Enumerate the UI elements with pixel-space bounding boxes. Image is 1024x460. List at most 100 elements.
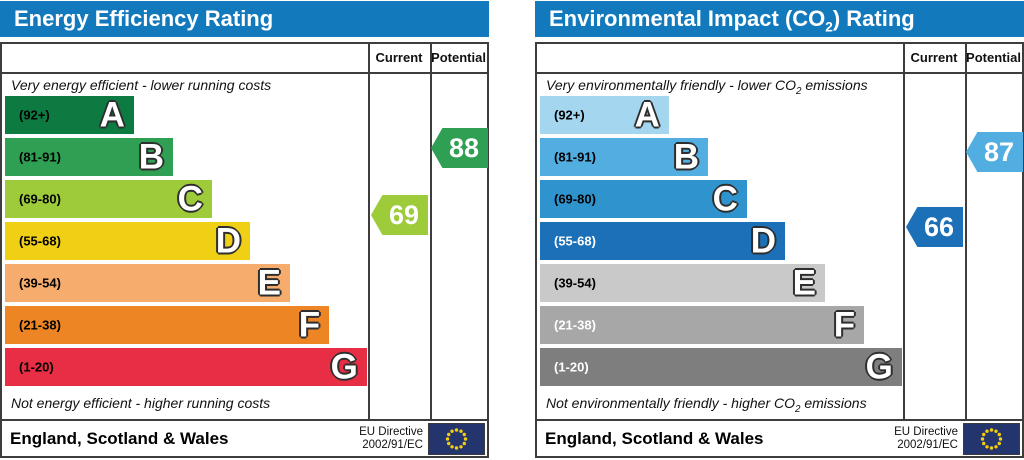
bottom-caption: Not energy efficient - higher running co… bbox=[11, 392, 270, 421]
band-range-label: (1-20) bbox=[19, 359, 54, 375]
band-row-d: (55-68) D bbox=[5, 222, 368, 260]
column-divider bbox=[430, 44, 432, 419]
band-range-label: (69-80) bbox=[19, 191, 61, 207]
band-letter: C bbox=[177, 179, 203, 219]
rating-table: Current Potential Very energy efficient … bbox=[0, 42, 489, 458]
band-range-label: (55-68) bbox=[19, 233, 61, 249]
top-caption-subscript: 2 bbox=[796, 85, 802, 97]
band-letter: D bbox=[750, 221, 777, 261]
rating-table: Current Potential Very environmentally f… bbox=[535, 42, 1024, 458]
eu-directive-line1: EU Directive bbox=[894, 425, 958, 438]
band-letter: B bbox=[673, 137, 700, 177]
band-bar-a: (92+) A bbox=[540, 96, 669, 134]
table-footer: England, Scotland & Wales EU Directive 2… bbox=[537, 419, 1022, 456]
band-bar-f: (21-38) F bbox=[540, 306, 865, 344]
top-caption: Very energy efficient - lower running co… bbox=[11, 74, 271, 103]
eu-directive-line2: 2002/91/EC bbox=[897, 438, 958, 451]
bottom-caption-suffix: emissions bbox=[800, 395, 867, 411]
potential-rating-marker: 87 bbox=[966, 132, 1023, 172]
chart-title-subscript: 2 bbox=[825, 19, 833, 35]
column-divider bbox=[903, 44, 905, 419]
bottom-caption-subscript: 2 bbox=[795, 403, 801, 415]
eu-flag-icon bbox=[963, 422, 1020, 455]
chart-title-bar: Environmental Impact (CO2) Rating bbox=[535, 1, 1024, 37]
band-row-f: (21-38) F bbox=[5, 306, 368, 344]
band-range-label: (1-20) bbox=[554, 359, 589, 375]
band-range-label: (39-54) bbox=[19, 275, 61, 291]
eu-directive-label: EU Directive 2002/91/EC bbox=[359, 426, 423, 452]
column-header-current: Current bbox=[910, 50, 958, 65]
band-range-label: (81-91) bbox=[554, 149, 596, 165]
band-row-c: (69-80) C bbox=[5, 180, 368, 218]
potential-rating-value: 88 bbox=[448, 132, 480, 163]
band-range-label: (39-54) bbox=[554, 275, 596, 291]
current-rating-marker: 69 bbox=[371, 195, 428, 235]
environmental-impact-chart: Environmental Impact (CO2) Rating Curren… bbox=[535, 0, 1024, 459]
band-range-label: (81-91) bbox=[19, 149, 61, 165]
band-bar-b: (81-91) B bbox=[5, 137, 174, 177]
band-bar-g: (1-20) G bbox=[540, 348, 902, 386]
band-range-label: (92+) bbox=[554, 107, 585, 123]
band-range-label: (21-38) bbox=[554, 317, 596, 333]
band-row-g: (1-20) G bbox=[5, 348, 368, 386]
band-letter: B bbox=[138, 137, 165, 177]
top-caption: Very environmentally friendly - lower CO… bbox=[546, 74, 868, 103]
band-bar-e: (39-54) E bbox=[5, 264, 290, 302]
region-label: England, Scotland & Wales bbox=[10, 428, 229, 448]
band-bar-d: (55-68) D bbox=[5, 221, 251, 261]
chart-title-suffix: ) Rating bbox=[832, 6, 915, 31]
column-header-potential: Potential bbox=[966, 50, 1021, 65]
band-row-g: (1-20) G bbox=[540, 348, 903, 386]
band-row-b: (81-91) B bbox=[5, 138, 368, 176]
chart-title: Environmental Impact (CO bbox=[549, 6, 826, 31]
column-header-potential: Potential bbox=[431, 50, 486, 65]
band-row-e: (39-54) E bbox=[540, 264, 903, 302]
band-bar-d: (55-68) D bbox=[540, 221, 786, 261]
band-letter: E bbox=[257, 263, 281, 303]
band-letter: G bbox=[865, 347, 893, 387]
band-letter: G bbox=[330, 347, 358, 387]
band-letter: E bbox=[792, 263, 816, 303]
current-rating-marker: 66 bbox=[906, 207, 963, 247]
potential-rating-marker: 88 bbox=[431, 128, 488, 168]
column-divider bbox=[965, 44, 967, 419]
region-label: England, Scotland & Wales bbox=[545, 428, 764, 448]
band-row-e: (39-54) E bbox=[5, 264, 368, 302]
eu-flag-icon bbox=[428, 422, 485, 455]
band-bar-a: (92+) A bbox=[5, 96, 134, 134]
band-row-a: (92+) A bbox=[540, 96, 903, 134]
band-range-label: (55-68) bbox=[554, 233, 596, 249]
band-range-label: (92+) bbox=[19, 107, 50, 123]
band-bar-e: (39-54) E bbox=[540, 264, 825, 302]
eu-directive-label: EU Directive 2002/91/EC bbox=[894, 426, 958, 452]
bottom-caption-text: Not environmentally friendly - higher CO bbox=[546, 395, 795, 411]
bottom-caption: Not environmentally friendly - higher CO… bbox=[546, 392, 867, 421]
eu-directive-line2: 2002/91/EC bbox=[362, 438, 423, 451]
band-bar-c: (69-80) C bbox=[5, 180, 212, 218]
top-caption-text: Very environmentally friendly - lower CO bbox=[546, 77, 797, 93]
columns-header-row: Current Potential bbox=[537, 44, 1022, 74]
band-bar-c: (69-80) C bbox=[540, 180, 747, 218]
band-row-f: (21-38) F bbox=[540, 306, 903, 344]
energy-efficiency-chart: Energy Efficiency Rating Current Potenti… bbox=[0, 0, 489, 459]
bottom-caption-text: Not energy efficient - higher running co… bbox=[11, 395, 271, 411]
current-rating-value: 66 bbox=[923, 211, 955, 242]
band-row-a: (92+) A bbox=[5, 96, 368, 134]
table-footer: England, Scotland & Wales EU Directive 2… bbox=[2, 419, 487, 456]
band-letter: C bbox=[712, 179, 738, 219]
columns-header-row: Current Potential bbox=[2, 44, 487, 74]
band-bar-f: (21-38) F bbox=[5, 305, 330, 345]
band-row-c: (69-80) C bbox=[540, 180, 903, 218]
band-bar-b: (81-91) B bbox=[540, 137, 709, 177]
band-letter: F bbox=[298, 305, 321, 345]
band-bar-g: (1-20) G bbox=[5, 348, 367, 386]
band-row-d: (55-68) D bbox=[540, 222, 903, 260]
top-caption-suffix: emissions bbox=[801, 77, 868, 93]
column-divider bbox=[368, 44, 370, 419]
band-letter: A bbox=[634, 95, 660, 135]
band-letter: A bbox=[99, 95, 125, 135]
chart-title-bar: Energy Efficiency Rating bbox=[0, 1, 489, 37]
band-letter: D bbox=[215, 221, 242, 261]
top-caption-text: Very energy efficient - lower running co… bbox=[11, 77, 272, 93]
eu-directive-line1: EU Directive bbox=[359, 425, 423, 438]
